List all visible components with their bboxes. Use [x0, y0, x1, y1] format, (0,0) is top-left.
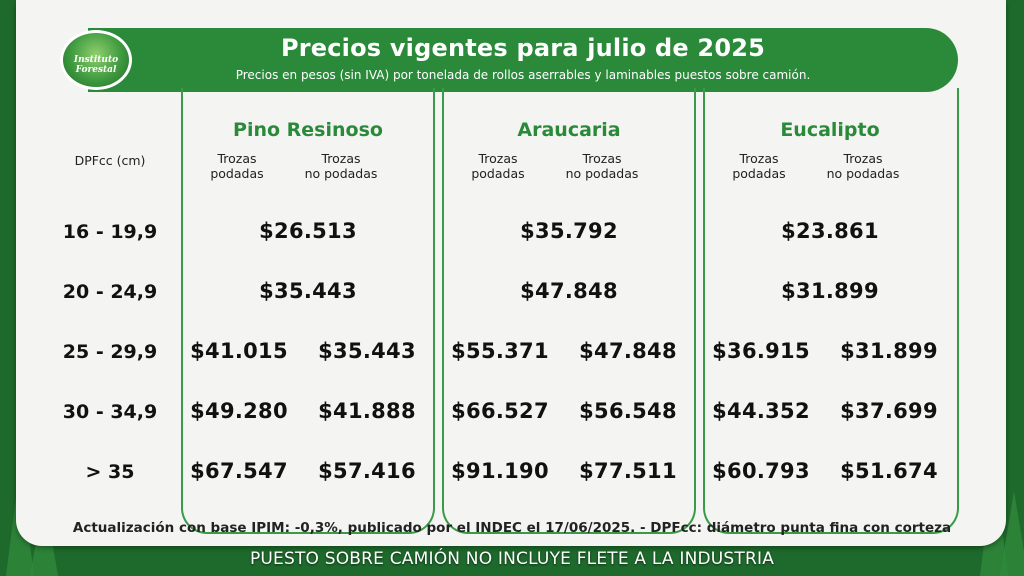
species-eucalipto: Eucalipto	[780, 119, 880, 141]
price-cell: $77.511	[579, 459, 677, 483]
diameter-range: 20 - 24,9	[62, 281, 158, 303]
diameter-range: > 35	[85, 461, 135, 483]
price-cell: $57.416	[318, 459, 416, 483]
price-cell: $23.861	[781, 219, 879, 243]
species-araucaria: Araucaria	[517, 119, 621, 141]
price-cell: $31.899	[840, 339, 938, 363]
subheader-trozas-podadas: Trozas podadas	[471, 151, 525, 181]
subheader-trozas-podadas: Trozas podadas	[210, 151, 264, 181]
price-cell: $60.793	[712, 459, 810, 483]
diameter-range: 30 - 34,9	[62, 401, 158, 423]
subheader-trozas-podadas: Trozas podadas	[732, 151, 786, 181]
subheader-trozas-no-podadas: Trozas no podadas	[826, 151, 900, 181]
price-cell: $44.352	[712, 399, 810, 423]
footer-banner: PUESTO SOBRE CAMIÓN NO INCLUYE FLETE A L…	[249, 549, 775, 569]
price-cell: $35.792	[520, 219, 618, 243]
price-cell: $41.015	[190, 339, 288, 363]
subheader-trozas-no-podadas: Trozas no podadas	[565, 151, 639, 181]
price-cell: $35.443	[259, 279, 357, 303]
panel-eucalipto	[703, 88, 959, 534]
price-cell: $67.547	[190, 459, 288, 483]
institute-logo: Instituto Forestal	[60, 30, 132, 90]
logo-text: Instituto Forestal	[73, 55, 119, 75]
price-cell: $47.848	[579, 339, 677, 363]
price-cell: $56.548	[579, 399, 677, 423]
row-header: DPFcc (cm)	[74, 153, 146, 168]
diameter-range: 25 - 29,9	[62, 341, 158, 363]
price-cell: $47.848	[520, 279, 618, 303]
price-cell: $91.190	[451, 459, 549, 483]
subheader-trozas-no-podadas: Trozas no podadas	[304, 151, 378, 181]
page-subtitle: Precios en pesos (sin IVA) por tonelada …	[235, 68, 811, 82]
price-cell: $31.899	[781, 279, 879, 303]
price-cell: $55.371	[451, 339, 549, 363]
price-cell: $36.915	[712, 339, 810, 363]
footnote: Actualización con base IPIM: -0,3%, publ…	[72, 520, 952, 536]
price-cell: $37.699	[840, 399, 938, 423]
price-cell: $41.888	[318, 399, 416, 423]
diameter-range: 16 - 19,9	[62, 221, 158, 243]
title-banner: Precios vigentes para julio de 2025 Prec…	[88, 28, 958, 92]
panel-pino-resinoso	[181, 88, 435, 534]
price-cell: $26.513	[259, 219, 357, 243]
page-title: Precios vigentes para julio de 2025	[280, 34, 766, 62]
species-pino-resinoso: Pino Resinoso	[233, 119, 383, 141]
panel-araucaria	[442, 88, 696, 534]
price-cell: $35.443	[318, 339, 416, 363]
price-cell: $66.527	[451, 399, 549, 423]
price-cell: $49.280	[190, 399, 288, 423]
price-cell: $51.674	[840, 459, 938, 483]
